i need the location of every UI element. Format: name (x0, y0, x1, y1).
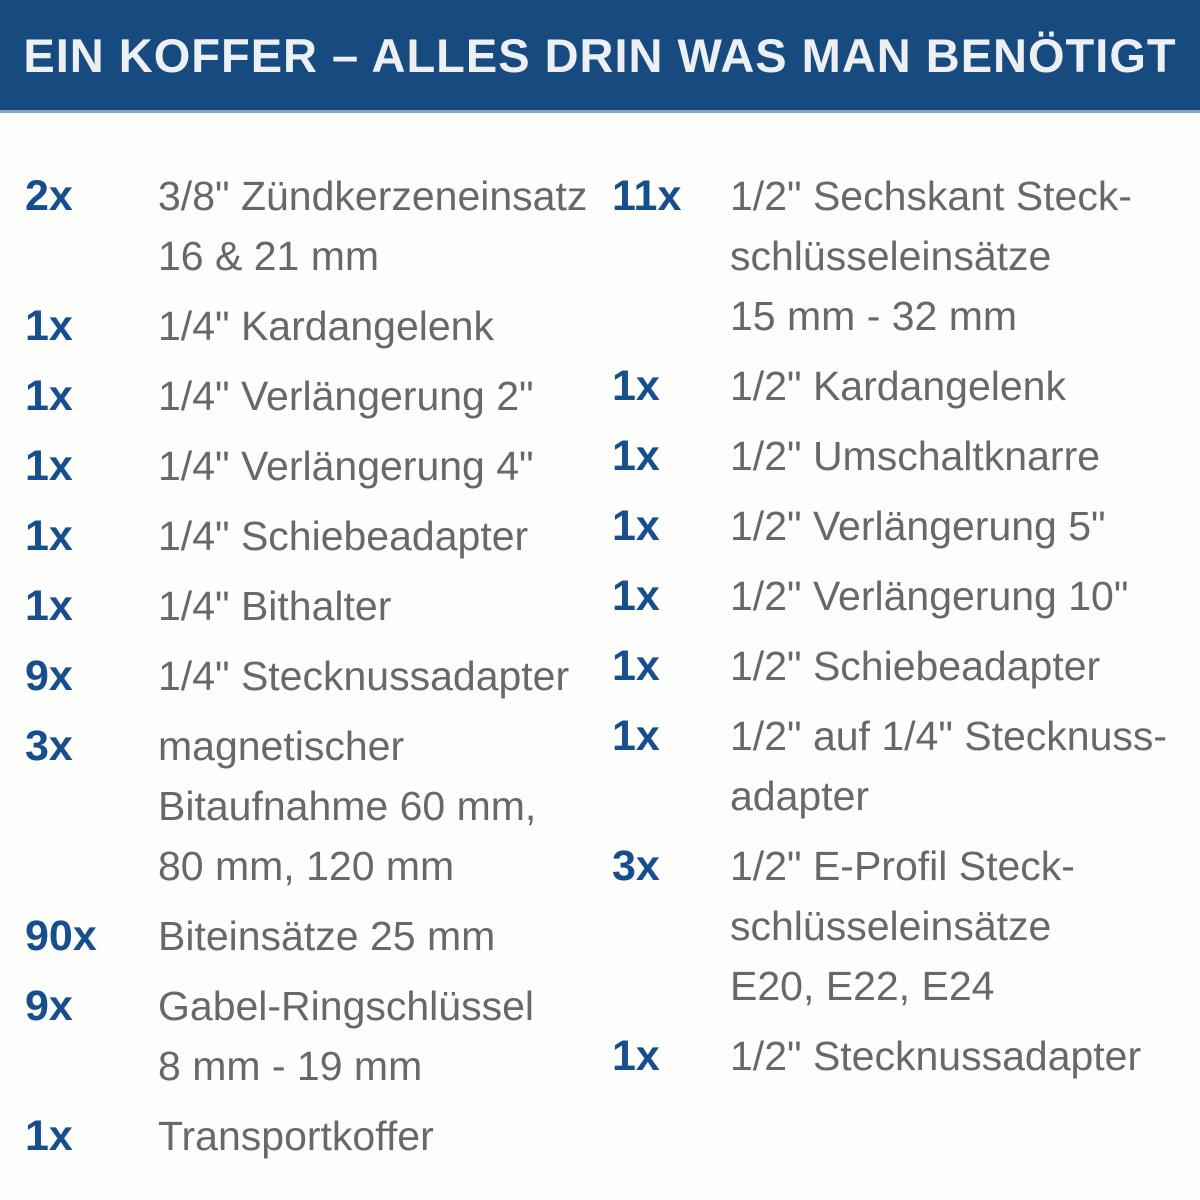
list-item: 90x Biteinsätze 25 mm (25, 906, 612, 966)
item-quantity: 1x (612, 432, 660, 480)
item-description-line: 1/2" Verlängerung 5" (730, 503, 1106, 549)
list-item: 1x 1/4" Bithalter (25, 576, 612, 636)
item-description: 1/2" Stecknussadapter (730, 1026, 1141, 1086)
item-description-line: 80 mm, 120 mm (158, 843, 455, 889)
item-quantity: 1x (25, 512, 73, 560)
list-item: 11x 1/2" Sechskant Steck- schlüsseleinsä… (612, 166, 1192, 346)
item-description: 1/4" Stecknussadapter (158, 646, 569, 706)
item-quantity: 3x (25, 722, 73, 770)
header-banner: EIN KOFFER – ALLES DRIN WAS MAN BENÖTIGT (0, 0, 1200, 113)
item-quantity: 1x (25, 302, 73, 350)
item-description-line: schlüsseleinsätze (730, 233, 1052, 279)
item-quantity: 1x (25, 372, 73, 420)
item-description: Transportkoffer (158, 1106, 434, 1166)
list-item: 1x 1/2" Umschaltknarre (612, 426, 1192, 486)
list-item: 9x 1/4" Stecknussadapter (25, 646, 612, 706)
contents-column-right: 11x 1/2" Sechskant Steck- schlüsseleinsä… (612, 166, 1200, 1176)
item-description: magnetischer Bitaufnahme 60 mm, 80 mm, 1… (158, 716, 536, 896)
item-description-line: Gabel-Ringschlüssel (158, 983, 535, 1029)
list-item: 1x 1/2" Verlängerung 5" (612, 496, 1192, 556)
item-description: 1/2" Umschaltknarre (730, 426, 1100, 486)
item-description-line: magnetischer (158, 723, 405, 769)
item-description-line: Bitaufnahme 60 mm, (158, 783, 537, 829)
item-description-line: 1/2" auf 1/4" Stecknuss- (730, 713, 1168, 759)
list-item: 1x 1/4" Verlängerung 2" (25, 366, 612, 426)
item-quantity: 1x (25, 1112, 73, 1160)
item-description: 1/4" Kardangelenk (158, 296, 494, 356)
item-description-line: 1/4" Kardangelenk (158, 303, 494, 349)
item-description-line: 1/4" Verlängerung 2" (158, 373, 534, 419)
item-description-line: 1/2" Verlängerung 10" (730, 573, 1129, 619)
item-description-line: adapter (730, 773, 870, 819)
list-item: 1x Transportkoffer (25, 1106, 612, 1166)
item-description: Biteinsätze 25 mm (158, 906, 495, 966)
item-description: 1/2" Kardangelenk (730, 356, 1066, 416)
item-description: 1/4" Schiebeadapter (158, 506, 528, 566)
item-description: 1/2" E-Profil Steck- schlüsseleinsätze E… (730, 836, 1075, 1016)
list-item: 1x 1/4" Schiebeadapter (25, 506, 612, 566)
item-quantity: 90x (25, 912, 97, 960)
item-quantity: 9x (25, 982, 73, 1030)
item-quantity: 1x (612, 572, 660, 620)
item-quantity: 1x (25, 442, 73, 490)
item-quantity: 1x (612, 1032, 660, 1080)
item-description-line: 16 & 21 mm (158, 233, 380, 279)
item-description-line: schlüsseleinsätze (730, 903, 1052, 949)
list-item: 1x 1/4" Kardangelenk (25, 296, 612, 356)
item-description-line: 1/2" Schiebeadapter (730, 643, 1101, 689)
list-item: 1x 1/2" Stecknussadapter (612, 1026, 1192, 1086)
item-description: 1/2" Verlängerung 10" (730, 566, 1128, 626)
item-description: Gabel-Ringschlüssel 8 mm - 19 mm (158, 976, 534, 1096)
list-item: 1x 1/4" Verlängerung 4" (25, 436, 612, 496)
item-description-line: 1/4" Stecknussadapter (158, 653, 570, 699)
item-quantity: 9x (25, 652, 73, 700)
item-description: 1/4" Bithalter (158, 576, 391, 636)
item-description: 1/2" Verlängerung 5" (730, 496, 1106, 556)
item-description-line: Transportkoffer (158, 1113, 434, 1159)
item-description: 3/8" Zündkerzeneinsatz 16 & 21 mm (158, 166, 587, 286)
item-description-line: 15 mm - 32 mm (730, 293, 1018, 339)
item-description-line: 1/2" E-Profil Steck- (730, 843, 1075, 889)
item-description-line: 8 mm - 19 mm (158, 1043, 423, 1089)
contents-column-left: 2x 3/8" Zündkerzeneinsatz 16 & 21 mm 1x … (25, 166, 612, 1176)
item-description-line: 1/4" Verlängerung 4" (158, 443, 534, 489)
item-description: 1/4" Verlängerung 2" (158, 366, 534, 426)
item-description-line: 1/2" Kardangelenk (730, 363, 1066, 409)
item-description-line: Biteinsätze 25 mm (158, 913, 496, 959)
page-title: EIN KOFFER – ALLES DRIN WAS MAN BENÖTIGT (23, 28, 1177, 82)
item-quantity: 1x (612, 712, 660, 760)
list-item: 1x 1/2" Verlängerung 10" (612, 566, 1192, 626)
list-item: 3x magnetischer Bitaufnahme 60 mm, 80 mm… (25, 716, 612, 896)
item-quantity: 1x (612, 362, 660, 410)
item-quantity: 1x (612, 502, 660, 550)
list-item: 9x Gabel-Ringschlüssel 8 mm - 19 mm (25, 976, 612, 1096)
list-item: 3x 1/2" E-Profil Steck- schlüsseleinsätz… (612, 836, 1192, 1016)
contents-list: 2x 3/8" Zündkerzeneinsatz 16 & 21 mm 1x … (0, 113, 1200, 1176)
item-description: 1/2" Schiebeadapter (730, 636, 1100, 696)
item-quantity: 11x (612, 172, 682, 220)
item-description-line: E20, E22, E24 (730, 963, 995, 1009)
list-item: 2x 3/8" Zündkerzeneinsatz 16 & 21 mm (25, 166, 612, 286)
item-description: 1/2" Sechskant Steck- schlüsseleinsätze … (730, 166, 1132, 346)
item-description: 1/2" auf 1/4" Stecknuss- adapter (730, 706, 1167, 826)
item-description-line: 1/2" Stecknussadapter (730, 1033, 1142, 1079)
item-quantity: 1x (25, 582, 73, 630)
item-quantity: 1x (612, 642, 660, 690)
item-description-line: 1/2" Umschaltknarre (730, 433, 1101, 479)
item-description-line: 3/8" Zündkerzeneinsatz (158, 173, 588, 219)
item-quantity: 3x (612, 842, 660, 890)
list-item: 1x 1/2" Kardangelenk (612, 356, 1192, 416)
item-description: 1/4" Verlängerung 4" (158, 436, 534, 496)
item-description-line: 1/4" Schiebeadapter (158, 513, 529, 559)
item-description-line: 1/2" Sechskant Steck- (730, 173, 1132, 219)
item-description-line: 1/4" Bithalter (158, 583, 392, 629)
list-item: 1x 1/2" auf 1/4" Stecknuss- adapter (612, 706, 1192, 826)
item-quantity: 2x (25, 172, 73, 220)
list-item: 1x 1/2" Schiebeadapter (612, 636, 1192, 696)
